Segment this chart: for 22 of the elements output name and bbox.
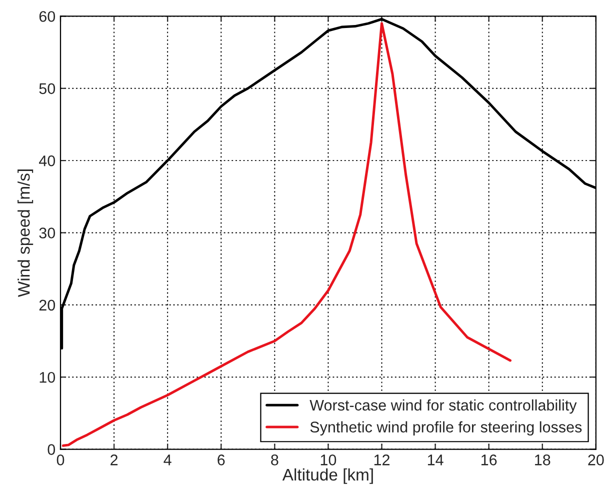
y-tick-label: 50 xyxy=(39,83,56,94)
x-tick-label: 6 xyxy=(218,454,225,466)
x-tick-label: 16 xyxy=(482,454,497,466)
y-tick-label: 0 xyxy=(48,444,56,455)
legend-label: Synthetic wind profile for steering losses xyxy=(310,421,582,436)
y-tick-label: 40 xyxy=(39,155,56,166)
x-tick-label: 0 xyxy=(56,454,64,466)
x-tick-label: 20 xyxy=(588,454,604,466)
x-tick-label: 8 xyxy=(271,454,278,466)
y-axis-title: Wind speed [m/s] xyxy=(18,170,34,298)
x-axis-title: Altitude [km] xyxy=(282,468,373,484)
legend-label: Worst-case wind for static controllability xyxy=(310,399,577,414)
x-tick-label: 12 xyxy=(374,454,390,466)
x-tick-label: 10 xyxy=(320,454,336,466)
x-tick-label: 14 xyxy=(428,454,444,466)
y-tick-label: 30 xyxy=(39,228,56,238)
y-tick-label: 20 xyxy=(39,300,56,311)
x-tick-label: 18 xyxy=(535,454,550,466)
x-tick-label: 2 xyxy=(110,454,118,466)
y-tick-label: 60 xyxy=(39,11,56,22)
x-tick-label: 4 xyxy=(164,454,172,466)
y-tick-label: 10 xyxy=(40,372,56,383)
